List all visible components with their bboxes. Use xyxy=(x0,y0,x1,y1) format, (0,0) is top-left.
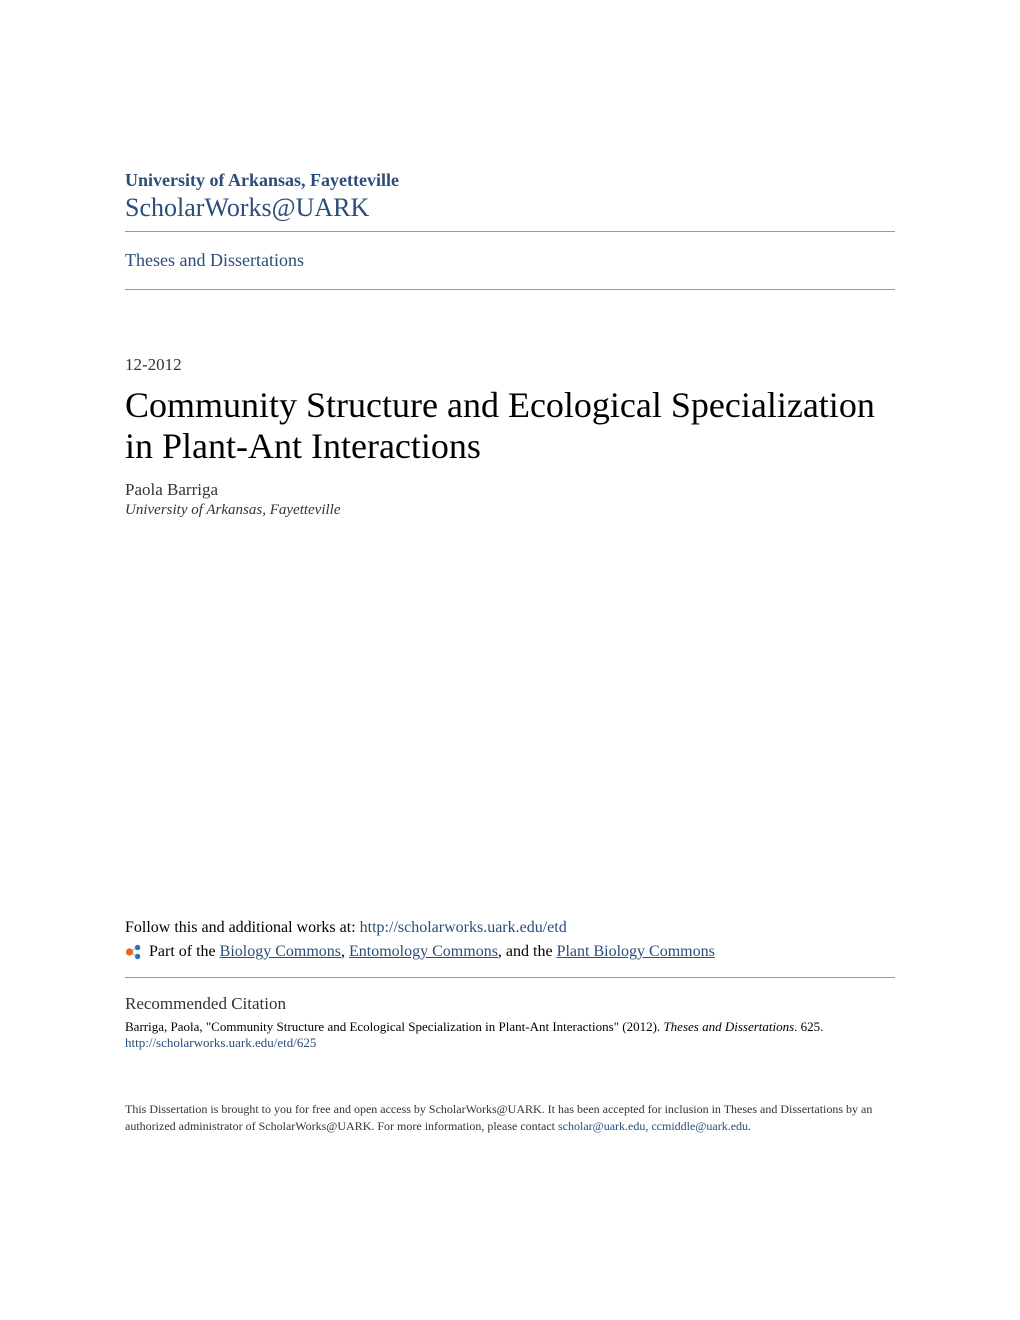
citation-prefix: Barriga, Paola, "Community Structure and… xyxy=(125,1019,663,1034)
header-block: University of Arkansas, Fayetteville Sch… xyxy=(125,170,895,232)
university-name: University of Arkansas, Fayetteville xyxy=(125,170,895,191)
sep2: , and the xyxy=(498,943,557,960)
repository-name[interactable]: ScholarWorks@UARK xyxy=(125,193,895,223)
sep1: , xyxy=(341,943,349,960)
part-of-prefix: Part of the xyxy=(149,943,220,960)
citation-suffix: . 625. xyxy=(794,1019,823,1034)
citation-url[interactable]: http://scholarworks.uark.edu/etd/625 xyxy=(125,1035,895,1051)
follow-section: Follow this and additional works at: htt… xyxy=(125,919,895,978)
part-of-text: Part of the Biology Commons, Entomology … xyxy=(149,943,715,961)
publication-date: 12-2012 xyxy=(125,355,895,375)
footer-contact-link[interactable]: scholar@uark.edu, ccmiddle@uark.edu xyxy=(558,1119,748,1133)
network-icon xyxy=(125,943,143,961)
author-name: Paola Barriga xyxy=(125,480,895,500)
collection-link[interactable]: Theses and Dissertations xyxy=(125,250,304,270)
follow-prefix: Follow this and additional works at: xyxy=(125,919,360,936)
follow-line: Follow this and additional works at: htt… xyxy=(125,919,895,937)
commons-link-plant-biology[interactable]: Plant Biology Commons xyxy=(557,943,715,960)
commons-link-entomology[interactable]: Entomology Commons xyxy=(349,943,498,960)
follow-url[interactable]: http://scholarworks.uark.edu/etd xyxy=(360,919,567,936)
part-of-line: Part of the Biology Commons, Entomology … xyxy=(125,943,895,978)
footer-prefix: This Dissertation is brought to you for … xyxy=(125,1102,872,1133)
citation-text: Barriga, Paola, "Community Structure and… xyxy=(125,1018,895,1036)
author-affiliation: University of Arkansas, Fayetteville xyxy=(125,502,895,519)
citation-heading: Recommended Citation xyxy=(125,994,895,1014)
commons-link-biology[interactable]: Biology Commons xyxy=(220,943,341,960)
citation-series: Theses and Dissertations xyxy=(663,1019,794,1034)
document-title: Community Structure and Ecological Speci… xyxy=(125,385,895,468)
footer-suffix: . xyxy=(748,1119,751,1133)
nav-section: Theses and Dissertations xyxy=(125,232,895,290)
footer-text: This Dissertation is brought to you for … xyxy=(125,1101,895,1135)
